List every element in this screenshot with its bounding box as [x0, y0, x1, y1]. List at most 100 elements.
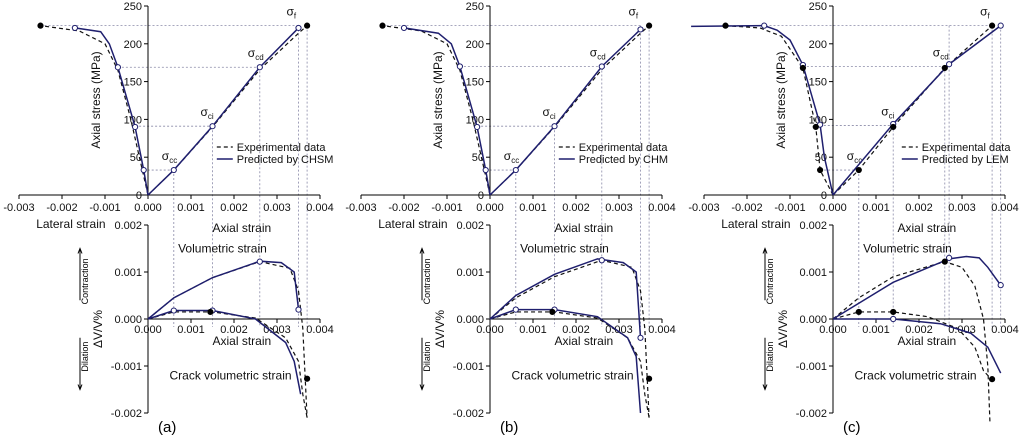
threshold-label: σcd [933, 45, 949, 61]
x-tick-label: 0.003 [948, 202, 976, 214]
x-tick-label: 0.000 [134, 202, 162, 214]
threshold-label: σf [980, 5, 990, 21]
y-tick-label: 200 [124, 39, 142, 51]
x-tick-label: 0.001 [862, 324, 890, 336]
x-tick-label: 0.000 [819, 324, 847, 336]
pred-axial-line [832, 25, 1002, 196]
pred-point [170, 307, 177, 314]
legend-pred-label: Predicted by CHSM [237, 154, 334, 166]
threshold-label: σf [287, 5, 297, 21]
bottom-axial-strain-label: Axial strain [898, 334, 957, 348]
threshold-symbol: σ [543, 105, 551, 119]
threshold-label: σcd [248, 46, 264, 62]
pred-point [256, 258, 263, 265]
volumetric-strain-label: Volumetric strain [178, 242, 267, 256]
pred-lateral-line [403, 27, 491, 196]
pred-point [637, 334, 644, 341]
exp-point [855, 308, 862, 316]
x-tick-label: 0.002 [562, 202, 590, 214]
arrow-up-icon [419, 247, 425, 301]
bottom-y-axis-title: ΔV/V% [776, 310, 790, 348]
threshold-label: σcc [847, 149, 862, 165]
threshold-symbol: σ [980, 5, 988, 19]
dilation-label: Dilation [765, 342, 775, 372]
threshold-symbol: σ [287, 5, 295, 19]
threshold-subscript: ci [550, 112, 556, 121]
y-tick-label: 0 [136, 190, 142, 202]
pred-point [140, 166, 147, 174]
lateral-strain-label: Lateral strain [378, 217, 447, 231]
y-axis-title: Axial stress (MPa) [89, 51, 103, 148]
exp-point [799, 64, 807, 72]
threshold-symbol: σ [590, 45, 598, 59]
exp-point [941, 64, 948, 72]
y-tick-label: 0 [821, 190, 827, 202]
arrow-down-icon [77, 337, 83, 391]
y-tick-label: 0.002 [456, 220, 484, 232]
pred-point [598, 63, 605, 70]
x-tick-label: -0.002 [731, 202, 762, 214]
exp-point [207, 308, 214, 316]
exp-point [379, 22, 386, 29]
y-tick-label: 250 [124, 1, 142, 13]
y-tick-label: 0.000 [456, 314, 484, 326]
threshold-label: σf [629, 5, 639, 21]
contraction-label: Contraction [765, 258, 775, 304]
legend-pred-label: Predicted by LEM [922, 154, 1009, 166]
exp-point [646, 22, 653, 29]
threshold-label: σcd [590, 45, 606, 61]
threshold-symbol: σ [504, 149, 512, 163]
x-tick-label: 0.001 [177, 324, 205, 336]
x-tick-label: 0.004 [991, 324, 1019, 336]
pred-point [946, 61, 953, 68]
threshold-subscript: cd [255, 53, 263, 62]
pred-point [551, 123, 558, 130]
x-tick-label: 0.003 [263, 202, 291, 214]
x-tick-label: 0.001 [177, 202, 205, 214]
x-tick-label: 0.004 [991, 202, 1019, 214]
threshold-subscript: cc [511, 156, 519, 165]
pred-point [598, 257, 605, 264]
exp-volumetric-line [832, 261, 991, 423]
threshold-symbol: σ [847, 149, 855, 163]
y-tick-label: 200 [466, 39, 484, 51]
pred-volumetric-line [489, 258, 642, 338]
x-tick-label: -0.002 [46, 202, 77, 214]
x-tick-label: 0.004 [648, 324, 676, 336]
exp-point [722, 22, 729, 29]
pred-point [482, 166, 489, 174]
exp-crack-line [147, 311, 308, 418]
pred-point [456, 63, 463, 70]
axial-strain-label: Axial strain [213, 221, 272, 235]
legend-exp-label: Experimental data [922, 142, 1012, 154]
lateral-strain-label: Lateral strain [721, 217, 790, 231]
threshold-subscript: f [294, 12, 297, 21]
y-tick-label: 250 [466, 1, 484, 13]
bottom-axial-strain-label: Axial strain [555, 334, 614, 348]
threshold-subscript: f [988, 12, 991, 21]
threshold-label: σcc [162, 149, 177, 165]
pred-point [256, 64, 263, 71]
x-tick-label: 0.001 [862, 202, 890, 214]
pred-point [114, 64, 122, 71]
exp-point [989, 376, 996, 383]
threshold-subscript: f [636, 12, 639, 21]
exp-point [855, 166, 862, 174]
x-tick-label: 0.002 [562, 324, 590, 336]
x-tick-label: 0.001 [519, 202, 547, 214]
pred-crack-line [833, 318, 1002, 374]
threshold-subscript: ci [889, 111, 895, 120]
x-tick-label: 0.000 [819, 202, 847, 214]
pred-point [209, 123, 216, 130]
lateral-strain-label: Lateral strain [36, 217, 105, 231]
dilation-label: Dilation [80, 342, 90, 372]
pred-volumetric-line [832, 255, 1002, 320]
volumetric-strain-label: Volumetric strain [520, 242, 609, 256]
y-axis-title: Axial stress (MPa) [431, 51, 445, 148]
panel-label: (b) [500, 419, 518, 436]
pred-point [71, 24, 79, 32]
panel-label: (a) [158, 419, 176, 436]
y-tick-label: 50 [472, 152, 484, 164]
pred-point [637, 26, 644, 33]
